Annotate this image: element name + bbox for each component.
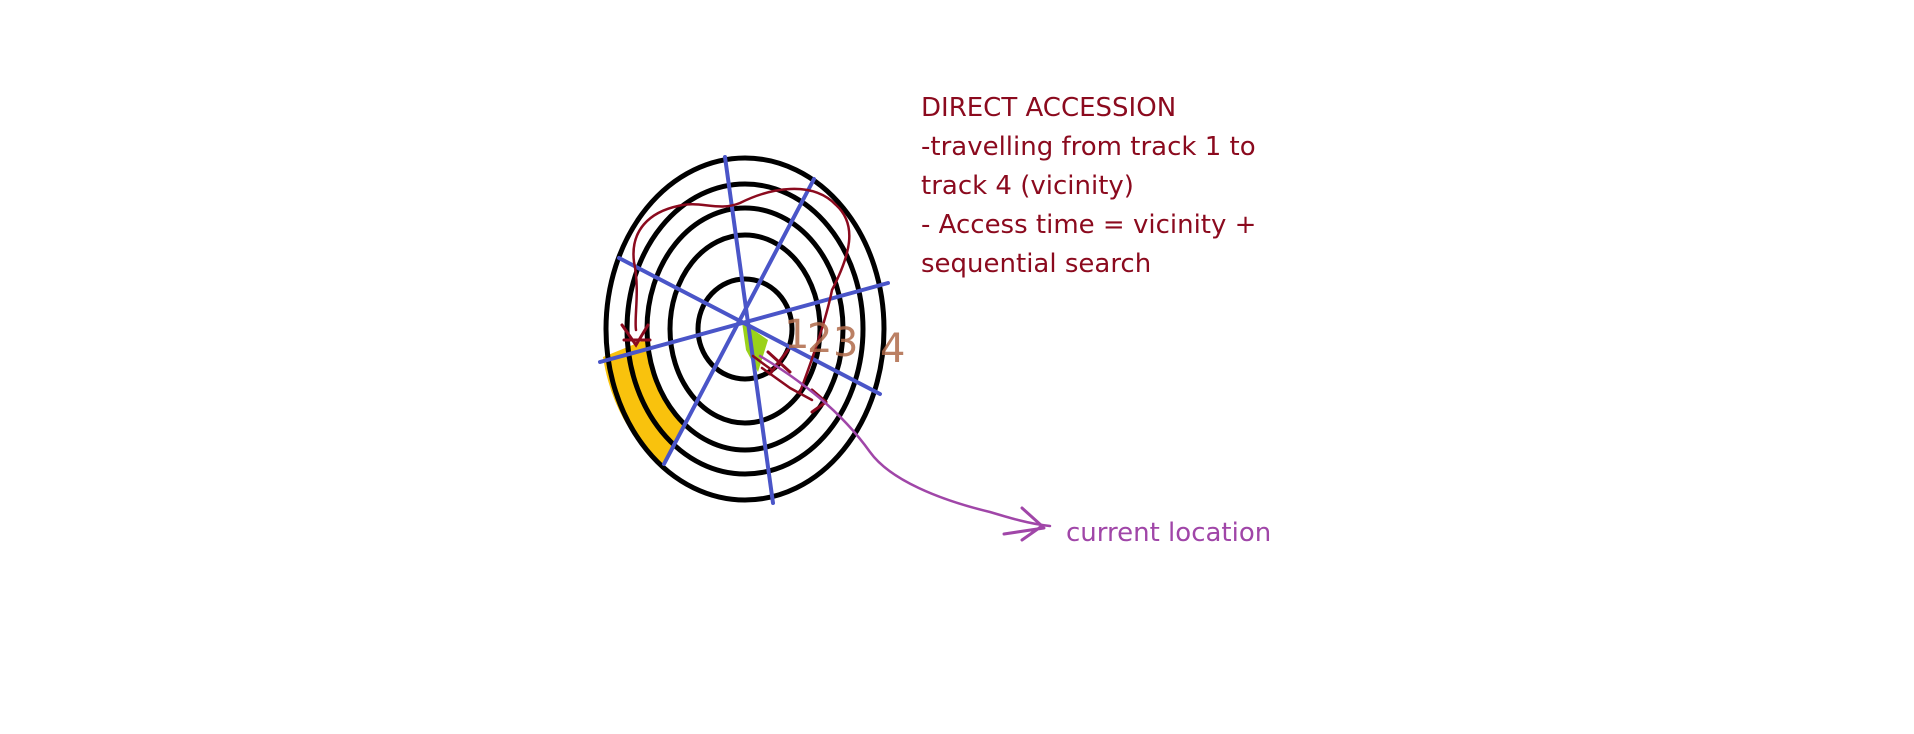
track-numbers: 1 2 3 4 — [784, 312, 905, 372]
direct-accession-note: DIRECT ACCESSION -travelling from track … — [921, 89, 1341, 284]
current-location-label: current location — [1066, 518, 1272, 548]
track-ring-1 — [667, 232, 823, 426]
sector-line-1 — [723, 155, 775, 505]
sector-line-4 — [598, 281, 890, 364]
note-line: track 4 (vicinity) — [921, 171, 1134, 201]
current-x-mark — [766, 348, 792, 376]
track-ring-0 — [695, 276, 795, 382]
note-line: - Access time = vicinity + — [921, 210, 1257, 240]
track-number-1: 1 — [784, 312, 809, 358]
sector-line-3 — [617, 256, 882, 396]
track-number-4: 4 — [880, 326, 905, 372]
access-path-arrowhead — [620, 323, 652, 348]
track-number-3: 3 — [833, 320, 858, 366]
tracks — [603, 155, 887, 503]
track-ring-3 — [624, 181, 866, 477]
note-line: sequential search — [921, 249, 1152, 279]
note-title: DIRECT ACCESSION — [921, 93, 1177, 123]
callout-arrowhead — [1002, 506, 1046, 542]
track-number-2: 2 — [807, 316, 832, 362]
sector-lines — [598, 155, 890, 505]
path-arrow-right — [810, 388, 828, 414]
note-line: -travelling from track 1 to — [921, 132, 1256, 162]
track-ring-4 — [603, 155, 887, 503]
callout-curve — [758, 354, 1052, 528]
